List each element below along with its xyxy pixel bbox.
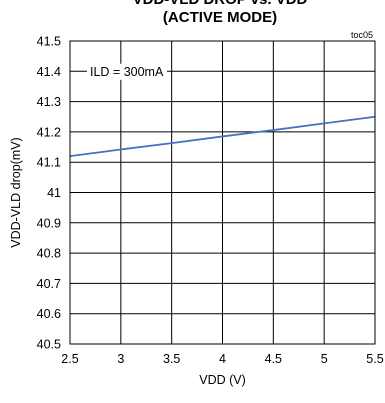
series-group — [69, 115, 376, 158]
y-tick-label: 41.5 — [37, 35, 61, 49]
annotation-background — [87, 63, 167, 80]
x-axis-ticks: 2.5 3 3.5 4 4.5 5 5.5 — [61, 352, 383, 366]
x-tick-label: 5.5 — [366, 352, 383, 366]
x-tick-label: 3 — [117, 352, 124, 366]
y-tick-label: 41 — [47, 186, 61, 200]
y-tick-label: 41.1 — [37, 156, 61, 170]
y-tick-label: 40.9 — [37, 216, 61, 230]
chart-title-line1: VDD-VLD DROP vs. VDD — [133, 0, 308, 8]
y-tick-label: 40.7 — [37, 277, 61, 291]
y-tick-label: 41.4 — [37, 65, 61, 79]
chart-title-line2: (ACTIVE MODE) — [163, 9, 277, 26]
y-axis-ticks: 40.5 40.6 40.7 40.8 40.9 41 41.1 41.2 41.3 41.4 41… — [37, 35, 61, 352]
x-tick-label: 5 — [321, 352, 328, 366]
x-tick-label: 4 — [219, 352, 226, 366]
grid — [70, 41, 375, 344]
figure-tag: toc05 — [351, 30, 373, 40]
y-tick-label: 40.8 — [37, 247, 61, 261]
y-axis-label: VDD-VLD drop(mV) — [9, 137, 23, 247]
x-tick-label: 4.5 — [265, 352, 282, 366]
series-line — [69, 115, 376, 158]
y-tick-label: 41.3 — [37, 95, 61, 109]
y-tick-label: 40.6 — [37, 307, 61, 321]
y-tick-label: 40.5 — [37, 338, 61, 352]
chart-title: VDD-VLD DROP vs. VDD (ACTIVE MODE) — [133, 0, 308, 26]
annotation-label: ILD = 300mA — [90, 65, 164, 79]
x-tick-label: 2.5 — [61, 352, 78, 366]
y-tick-label: 41.2 — [37, 125, 61, 139]
x-axis-label: VDD (V) — [199, 373, 246, 387]
x-tick-label: 3.5 — [163, 352, 180, 366]
plot-frame — [69, 40, 376, 345]
